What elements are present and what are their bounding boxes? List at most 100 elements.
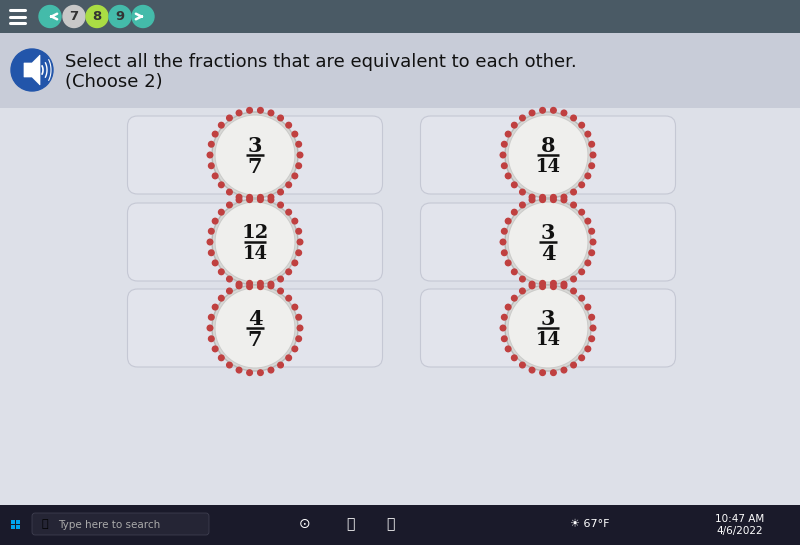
Circle shape: [520, 202, 526, 208]
Circle shape: [258, 284, 263, 289]
Circle shape: [579, 269, 585, 275]
Circle shape: [209, 142, 214, 147]
Circle shape: [298, 239, 302, 245]
FancyBboxPatch shape: [32, 513, 209, 535]
Circle shape: [226, 288, 232, 294]
Circle shape: [286, 355, 291, 361]
Text: 7: 7: [70, 10, 78, 23]
Circle shape: [212, 173, 218, 179]
Circle shape: [226, 202, 232, 208]
Circle shape: [530, 283, 535, 289]
Circle shape: [590, 239, 596, 245]
Circle shape: [207, 239, 213, 245]
Circle shape: [570, 189, 576, 195]
Circle shape: [246, 107, 252, 113]
Circle shape: [268, 281, 274, 287]
Text: 7: 7: [248, 157, 262, 177]
Circle shape: [218, 295, 224, 301]
Ellipse shape: [508, 202, 588, 282]
Circle shape: [236, 194, 242, 200]
Circle shape: [561, 197, 566, 203]
Circle shape: [540, 370, 546, 376]
Circle shape: [292, 346, 298, 352]
Circle shape: [246, 281, 252, 286]
Circle shape: [278, 276, 283, 282]
Circle shape: [258, 107, 263, 113]
Circle shape: [511, 182, 517, 187]
Circle shape: [585, 346, 590, 352]
Circle shape: [246, 197, 252, 203]
Circle shape: [511, 209, 517, 215]
Circle shape: [540, 107, 546, 113]
Circle shape: [246, 370, 252, 376]
Circle shape: [502, 163, 507, 168]
FancyBboxPatch shape: [127, 116, 382, 194]
Circle shape: [511, 269, 517, 275]
Circle shape: [292, 173, 298, 179]
Text: 3: 3: [541, 309, 555, 329]
Circle shape: [590, 325, 596, 331]
Circle shape: [570, 362, 576, 368]
Text: Type here to search: Type here to search: [58, 519, 160, 530]
Circle shape: [589, 250, 594, 256]
Circle shape: [209, 228, 214, 234]
Circle shape: [212, 131, 218, 137]
Circle shape: [500, 152, 506, 158]
Circle shape: [500, 239, 506, 245]
Ellipse shape: [508, 115, 588, 195]
Circle shape: [550, 370, 556, 376]
Circle shape: [540, 281, 546, 286]
Circle shape: [579, 209, 585, 215]
Text: 9: 9: [115, 10, 125, 23]
Circle shape: [530, 281, 535, 287]
Text: 8: 8: [92, 10, 102, 23]
Circle shape: [296, 228, 302, 234]
Circle shape: [296, 142, 302, 147]
Circle shape: [212, 219, 218, 224]
Circle shape: [292, 219, 298, 224]
Circle shape: [258, 195, 263, 200]
Circle shape: [502, 228, 507, 234]
Ellipse shape: [215, 115, 295, 195]
Circle shape: [278, 189, 283, 195]
Circle shape: [212, 260, 218, 266]
Text: 3: 3: [541, 223, 555, 243]
Circle shape: [530, 197, 535, 203]
Circle shape: [570, 115, 576, 121]
Circle shape: [589, 142, 594, 147]
Circle shape: [218, 209, 224, 215]
Circle shape: [236, 367, 242, 373]
Circle shape: [506, 219, 511, 224]
Ellipse shape: [212, 199, 298, 285]
Circle shape: [589, 336, 594, 342]
Ellipse shape: [508, 288, 588, 368]
Circle shape: [109, 5, 131, 27]
Circle shape: [39, 5, 61, 27]
Circle shape: [506, 346, 511, 352]
Circle shape: [520, 115, 526, 121]
Circle shape: [236, 197, 242, 203]
Circle shape: [561, 283, 566, 289]
Circle shape: [506, 173, 511, 179]
Circle shape: [579, 355, 585, 361]
Circle shape: [268, 194, 274, 200]
Ellipse shape: [505, 199, 591, 285]
Circle shape: [530, 367, 535, 373]
Circle shape: [530, 110, 535, 116]
Circle shape: [236, 283, 242, 289]
Circle shape: [286, 182, 291, 187]
Circle shape: [579, 182, 585, 187]
Circle shape: [209, 336, 214, 342]
FancyBboxPatch shape: [421, 289, 675, 367]
Circle shape: [268, 367, 274, 373]
Circle shape: [286, 269, 291, 275]
Circle shape: [236, 110, 242, 116]
FancyBboxPatch shape: [0, 33, 800, 108]
Text: 8: 8: [541, 136, 555, 156]
Circle shape: [589, 314, 594, 320]
Circle shape: [218, 355, 224, 361]
FancyBboxPatch shape: [0, 505, 800, 545]
Circle shape: [585, 219, 590, 224]
Text: (Choose 2): (Choose 2): [65, 73, 162, 91]
Circle shape: [506, 131, 511, 137]
